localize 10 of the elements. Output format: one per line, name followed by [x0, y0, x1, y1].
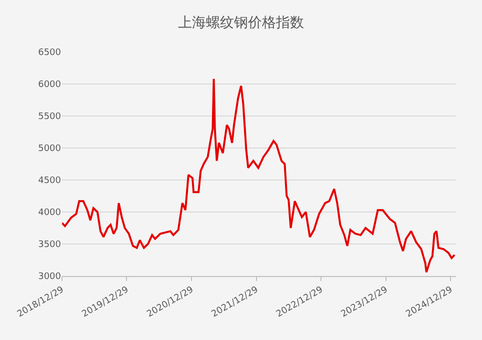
y-tick-label: 5000 — [38, 144, 62, 154]
line-series — [62, 78, 456, 274]
y-tick-label: 4000 — [38, 208, 62, 218]
y-tick-label: 6000 — [38, 80, 62, 90]
y-tick-label: 3500 — [38, 240, 62, 250]
y-tick-label: 5500 — [38, 112, 62, 122]
chart-title: 上海螺纹钢价格指数 — [178, 14, 304, 31]
y-tick-label: 3000 — [38, 272, 62, 282]
y-tick-label: 4500 — [38, 176, 62, 186]
y-tick-label: 6500 — [38, 48, 62, 58]
